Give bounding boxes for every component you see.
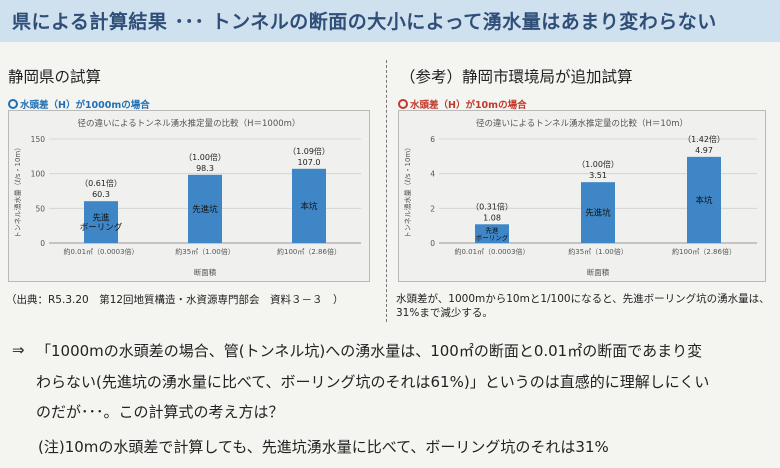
- data-label: 60.3: [92, 190, 110, 199]
- circle-bullet-icon: [398, 99, 408, 109]
- data-label: 4.97: [695, 146, 713, 155]
- ratio-label: （1.00倍）: [577, 159, 619, 169]
- circle-bullet-icon: [8, 99, 18, 109]
- left-condition-label: 水頭差（H）が1000mの場合: [8, 97, 150, 111]
- right-condition-label: 水頭差（H）が10mの場合: [398, 97, 527, 111]
- x-tick-label: 約35㎡（1.00倍）: [568, 247, 628, 256]
- ratio-label: （0.31倍）: [471, 201, 513, 211]
- data-label: 107.0: [298, 158, 321, 167]
- bar-inner-label: 先進坑: [192, 204, 218, 215]
- right-condition-text: 水頭差（H）が10mの場合: [410, 100, 527, 111]
- bar-inner-label: 先進坑: [585, 208, 611, 219]
- y-tick-label: 4: [430, 170, 435, 179]
- bar: [687, 156, 721, 243]
- bar: [188, 174, 222, 243]
- data-label: 3.51: [589, 171, 607, 180]
- ratio-label: （1.09倍）: [288, 146, 330, 156]
- bar: [292, 168, 326, 243]
- y-tick-label: 2: [430, 204, 435, 213]
- y-tick-label: 50: [35, 204, 45, 213]
- data-label: 1.08: [483, 213, 501, 222]
- y-axis-label: トンネル湧水量（ℓ/s・10m）: [403, 144, 412, 238]
- bar-inner-label: 本坑: [695, 195, 713, 206]
- bar: [581, 182, 615, 243]
- x-tick-label: 約35㎡（1.00倍）: [175, 247, 235, 256]
- left-condition-text: 水頭差（H）が1000mの場合: [20, 100, 150, 111]
- bar-inner-label: ボーリング: [476, 233, 509, 242]
- right-chart: 径の違いによるトンネル湧水推定量の比較（H＝10m） 0 2 4 6 トンネル湧水量（ℓ/…: [398, 110, 766, 282]
- x-tick-label: 約0.01㎡（0.0003倍）: [454, 247, 529, 256]
- page-title: 県による計算結果 ･･･ トンネルの断面の大小によって湧水量はあまり変わらない: [12, 11, 717, 33]
- x-tick-label: 約0.01㎡（0.0003倍）: [63, 247, 138, 256]
- main-line-2: わらない(先進坑の湧水量に比べて、ボーリング坑のそれは61%)」というのは直感的…: [36, 373, 710, 391]
- left-chart: 径の違いによるトンネル湧水推定量の比較（H＝1000m） 0 50 100 150 トンネ…: [8, 110, 370, 282]
- ratio-label: （1.00倍）: [184, 152, 226, 162]
- ratio-label: （1.42倍）: [683, 134, 725, 144]
- panel-divider: [386, 60, 387, 322]
- y-axis-label: トンネル湧水量（ℓ/s・10m）: [13, 144, 22, 238]
- bar-inner-label: 先進: [486, 225, 500, 234]
- chart-svg: 径の違いによるトンネル湧水推定量の比較（H＝1000m） 0 50 100 150 トンネ…: [13, 118, 361, 277]
- chart-title: 径の違いによるトンネル湧水推定量の比較（H＝1000m）: [78, 118, 301, 129]
- x-axis-label: 断面積: [194, 267, 217, 277]
- bar: [84, 201, 118, 243]
- data-label: 98.3: [196, 164, 214, 173]
- header-bar: 県による計算結果 ･･･ トンネルの断面の大小によって湧水量はあまり変わらない: [0, 0, 780, 42]
- y-tick-label: 0: [430, 239, 435, 248]
- bar-inner-label: 本坑: [300, 201, 318, 212]
- y-tick-label: 6: [430, 135, 435, 144]
- x-axis-label: 断面積: [587, 267, 610, 277]
- arrow-icon: ⇒: [12, 341, 25, 359]
- x-tick-label: 約100㎡（2.86倍）: [277, 247, 341, 256]
- left-panel-heading: 静岡県の試算: [8, 68, 102, 86]
- y-tick-label: 100: [31, 170, 46, 179]
- right-panel-heading: （参考）静岡市環境局が追加試算: [400, 68, 633, 86]
- y-tick-label: 150: [31, 135, 46, 144]
- chart-title: 径の違いによるトンネル湧水推定量の比較（H＝10m）: [476, 118, 688, 129]
- right-note: 水頭差が、1000mから10mと1/100になると、先進ボーリング坑の湧水量は、…: [396, 293, 770, 319]
- left-source-note: （出典：R5.3.20 第12回地質構造・水資源専門部会 資料３－３ ）: [6, 294, 344, 306]
- main-line-3: のだが･･･。この計算式の考え方は？: [36, 403, 284, 421]
- y-tick-label: 0: [40, 239, 45, 248]
- bar-inner-label: ボーリング: [80, 222, 123, 233]
- x-tick-label: 約100㎡（2.86倍）: [672, 247, 736, 256]
- ratio-label: （0.61倍）: [80, 178, 122, 188]
- bar-inner-label: 先進: [92, 212, 110, 223]
- bar: [475, 224, 509, 243]
- main-line-1: 「1000mの水頭差の場合、管(トンネル坑)への湧水量は、100㎡の断面と0.0…: [36, 342, 703, 360]
- footnote: (注)10mの水頭差で計算しても、先進坑湧水量に比べて、ボーリング坑のそれは31…: [38, 438, 609, 456]
- chart-svg: 径の違いによるトンネル湧水推定量の比較（H＝10m） 0 2 4 6 トンネル湧水量（ℓ/…: [403, 118, 757, 277]
